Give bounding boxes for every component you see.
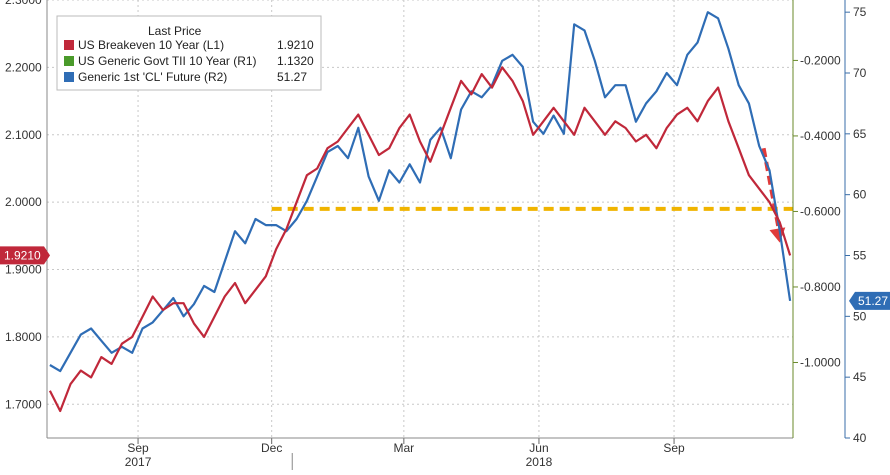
r2-axis-tick-label: 70 xyxy=(853,66,867,80)
legend-value-breakeven: 1.9210 xyxy=(277,38,314,52)
legend-swatch-cl xyxy=(64,72,74,82)
x-axis-month-label: Dec xyxy=(261,441,282,455)
r1-axis-tick-label: -0.8000 xyxy=(800,280,841,294)
legend: Last Price US Breakeven 10 Year (L1) 1.9… xyxy=(56,15,322,91)
r1-axis-tick-label: -0.4000 xyxy=(800,129,841,143)
x-axis-month-label: Sep xyxy=(663,441,685,455)
r2-axis-tick-label: 65 xyxy=(853,127,867,141)
r2-axis-tick-label: 75 xyxy=(853,5,867,19)
x-axis-month-label: Jun xyxy=(529,441,548,455)
left-axis-tick-label: 2.3000 xyxy=(5,0,42,7)
left-axis-tick-label: 2.1000 xyxy=(5,128,42,142)
left-axis-tick-label: 2.2000 xyxy=(5,60,42,74)
x-axis-year-label: 2018 xyxy=(526,455,553,469)
series-layer xyxy=(48,11,792,413)
legend-value-tii: 1.1320 xyxy=(277,54,314,68)
r2-axis-tick-label: 55 xyxy=(853,249,867,263)
legend-swatch-breakeven xyxy=(64,40,74,50)
annotation-arrow-head xyxy=(769,227,786,243)
x-axis-year-label: 2017 xyxy=(125,455,152,469)
legend-value-cl: 51.27 xyxy=(277,70,307,84)
last-value-flag-breakeven xyxy=(0,246,50,265)
r2-axis-tick-label: 50 xyxy=(853,309,867,323)
x-axis-month-label: Mar xyxy=(394,441,415,455)
r1-axis-tick-label: -0.6000 xyxy=(800,204,841,218)
legend-label-cl: Generic 1st 'CL' Future (R2) xyxy=(78,70,227,84)
left-axis-tick-label: 1.8000 xyxy=(5,330,42,344)
r2-axis-tick-label: 40 xyxy=(853,431,867,445)
legend-swatch-tii xyxy=(64,56,74,66)
last-value-label-breakeven: 1.9210 xyxy=(4,248,41,262)
last-value-label-cl: 51.27 xyxy=(858,294,888,308)
legend-box xyxy=(56,15,322,91)
series-line-breakeven xyxy=(48,66,792,413)
r1-axis-tick-label: -0.2000 xyxy=(800,53,841,67)
left-axis-tick-label: 2.0000 xyxy=(5,195,42,209)
left-axis-tick-label: 1.9000 xyxy=(5,263,42,277)
left-axis-tick-label: 1.7000 xyxy=(5,397,42,411)
r1-axis-tick-label: -1.0000 xyxy=(800,355,841,369)
legend-label-tii: US Generic Govt TII 10 Year (R1) xyxy=(78,54,257,68)
legend-title: Last Price xyxy=(148,24,202,38)
x-axis-month-label: Sep xyxy=(127,441,149,455)
grid-layer xyxy=(47,0,793,438)
series-line-cl-future xyxy=(49,11,792,373)
last-value-flag-cl xyxy=(849,291,890,310)
r2-axis-tick-label: 45 xyxy=(853,370,867,384)
legend-label-breakeven: US Breakeven 10 Year (L1) xyxy=(78,38,224,52)
r2-axis-tick-label: 60 xyxy=(853,188,867,202)
